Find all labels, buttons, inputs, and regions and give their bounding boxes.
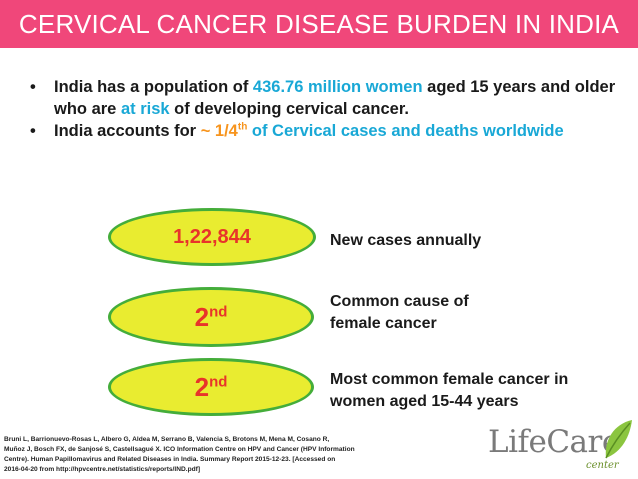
bullet-population: • India has a population of 436.76 millio… [30, 76, 620, 120]
stat-oval-common-cause: 2nd [108, 287, 314, 347]
stat-oval-new-cases: 1,22,844 [108, 208, 316, 266]
stat-label-most-common: Most common female cancer in women aged … [330, 369, 568, 413]
leaf-icon [605, 420, 632, 459]
bullet-highlight: ~ 1/4 [200, 122, 238, 140]
stat-label-line: female cancer [330, 315, 437, 332]
stat-value-number: 2 [194, 301, 210, 332]
bullet-highlight: 436.76 million women [252, 78, 423, 96]
reference-citation: Bruni L, Barrionuevo-Rosas L, Albero G, … [4, 435, 392, 475]
stat-label-common-cause: Common cause of female cancer [330, 291, 469, 335]
stat-oval-most-common: 2nd [108, 358, 314, 416]
reference-line: Muñoz J, Bosch FX, de Sanjosé S, Castell… [4, 446, 355, 453]
bullet-text: aged 15 years and older who are [54, 78, 616, 118]
stat-value-number: 2 [194, 371, 210, 402]
bullet-dot: • [30, 78, 36, 96]
stat-value: 2nd [195, 302, 228, 333]
logo-subtitle: center [586, 460, 619, 471]
bullet-list: • India has a population of 436.76 millio… [30, 76, 620, 142]
bullet-text: of developing cervical cancer. [169, 100, 409, 118]
bullet-superscript: th [237, 121, 248, 133]
stat-value: 1,22,844 [173, 225, 251, 248]
lifecare-logo: LifeCare center [482, 418, 638, 479]
bullet-text: India has a population of [54, 78, 253, 96]
stat-value-suffix: nd [209, 372, 228, 390]
bullet-dot: • [30, 122, 36, 140]
bullet-highlight: of Cervical cases and deaths worldwide [247, 122, 564, 140]
logo-wordmark: LifeCare [488, 424, 620, 460]
stat-value-suffix: nd [209, 302, 228, 320]
stat-label-line: Common cause of [330, 293, 469, 310]
stat-label-new-cases: New cases annually [330, 230, 481, 252]
bullet-text: India accounts for [54, 122, 201, 140]
stat-label-line: Most common female cancer in [330, 371, 569, 388]
reference-line: Centre). Human Papillomavirus and Relate… [4, 456, 336, 463]
reference-line: Bruni L, Barrionuevo-Rosas L, Albero G, … [4, 436, 330, 443]
page-title: CERVICAL CANCER DISEASE BURDEN IN INDIA [18, 8, 620, 39]
stat-value: 2nd [195, 372, 228, 403]
bullet-share: • India accounts for ~ 1/4th of Cervical … [30, 120, 620, 142]
reference-line: 2016-04-20 from http://hpvcentre.net/sta… [4, 466, 201, 473]
title-bar: CERVICAL CANCER DISEASE BURDEN IN INDIA [0, 0, 638, 48]
stat-label-line: New cases annually [330, 232, 482, 249]
bullet-highlight: at risk [120, 100, 170, 118]
stat-label-line: women aged 15-44 years [330, 393, 519, 410]
